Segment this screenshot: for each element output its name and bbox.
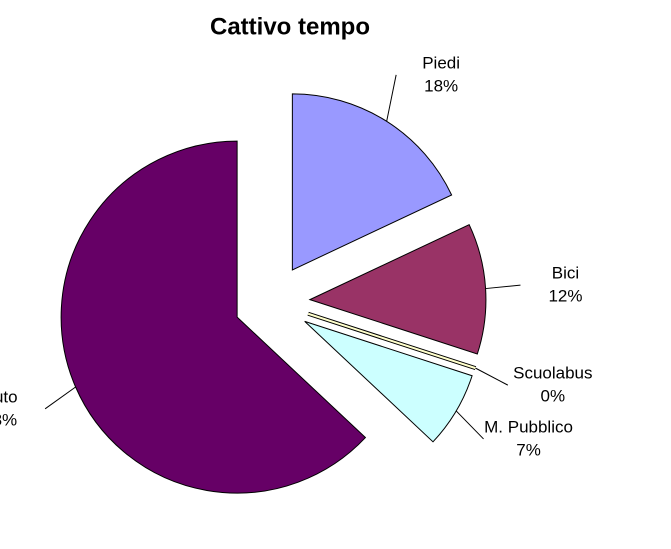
slice-value-label: 18% (424, 76, 458, 95)
pie-slice-inner (307, 312, 476, 370)
slice-label: Auto (0, 387, 18, 406)
pie-slice (291, 93, 453, 271)
slice-label: Bici (552, 264, 579, 283)
slice-value-label: 7% (516, 440, 541, 459)
slice-value-label: 12% (548, 287, 582, 306)
leader-line (455, 410, 484, 440)
pie-slice (308, 224, 487, 355)
leader-line (44, 386, 76, 410)
slice-label: Piedi (422, 53, 460, 72)
leader-line (475, 367, 509, 386)
slice-value-label: 0% (541, 387, 566, 406)
chart-title: Cattivo tempo (210, 13, 370, 40)
slice-value-label: 63% (0, 410, 17, 429)
slice-label: M. Pubblico (484, 417, 573, 436)
slice-label: Scuolabus (513, 364, 592, 383)
leader-line (485, 284, 521, 290)
leader-line (386, 74, 397, 122)
